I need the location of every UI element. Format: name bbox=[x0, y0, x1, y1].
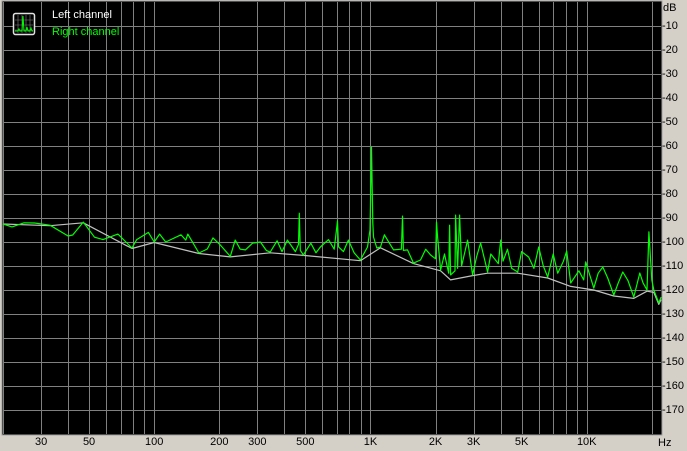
x-tick-label: 100 bbox=[145, 436, 163, 448]
y-tick-label: -90 bbox=[662, 212, 678, 224]
x-tick-label: 2K bbox=[429, 436, 443, 448]
legend-right-channel: Right channel bbox=[52, 26, 119, 38]
y-axis: -10 -20 -30 -40 -50 -60 -70 -80 -90 -100 -110 -120 -… bbox=[662, 20, 684, 416]
y-tick-label: -50 bbox=[662, 116, 678, 128]
y-axis-label: dB bbox=[663, 2, 676, 14]
x-tick-label: 200 bbox=[210, 436, 228, 448]
y-tick-label: -150 bbox=[662, 356, 684, 368]
x-tick-label: 1K bbox=[364, 436, 378, 448]
y-tick-label: -30 bbox=[662, 68, 678, 80]
y-tick-label: -100 bbox=[662, 236, 684, 248]
x-tick-label: 50 bbox=[83, 436, 95, 448]
series-left-channel bbox=[2, 222, 662, 305]
y-tick-label: -120 bbox=[662, 284, 684, 296]
spectrum-icon bbox=[12, 12, 36, 36]
x-tick-label: 500 bbox=[296, 436, 314, 448]
y-tick-label: -80 bbox=[662, 188, 678, 200]
x-axis-label: Hz bbox=[658, 437, 671, 449]
x-tick-label: 300 bbox=[248, 436, 266, 448]
x-tick-label: 10K bbox=[577, 436, 597, 448]
y-tick-label: -10 bbox=[662, 20, 678, 32]
y-tick-label: -160 bbox=[662, 380, 684, 392]
y-tick-label: -110 bbox=[662, 260, 683, 272]
series-right-channel bbox=[2, 146, 662, 304]
y-tick-label: -60 bbox=[662, 140, 678, 152]
y-tick-label: -130 bbox=[662, 308, 684, 320]
x-tick-label: 5K bbox=[515, 436, 529, 448]
y-tick-label: -40 bbox=[662, 92, 678, 104]
series-group bbox=[2, 146, 662, 305]
y-tick-label: -20 bbox=[662, 44, 678, 56]
x-tick-label: 3K bbox=[467, 436, 481, 448]
legend: Left channel Right channel bbox=[12, 9, 119, 38]
legend-left-channel: Left channel bbox=[52, 9, 112, 21]
y-tick-label: -140 bbox=[662, 332, 684, 344]
grid bbox=[3, 2, 661, 434]
y-tick-label: -170 bbox=[662, 404, 684, 416]
x-axis: 30 50 100 200 300 500 1K 2K 3K 5K 10K bbox=[35, 436, 597, 448]
y-tick-label: -70 bbox=[662, 164, 678, 176]
x-tick-label: 30 bbox=[35, 436, 47, 448]
